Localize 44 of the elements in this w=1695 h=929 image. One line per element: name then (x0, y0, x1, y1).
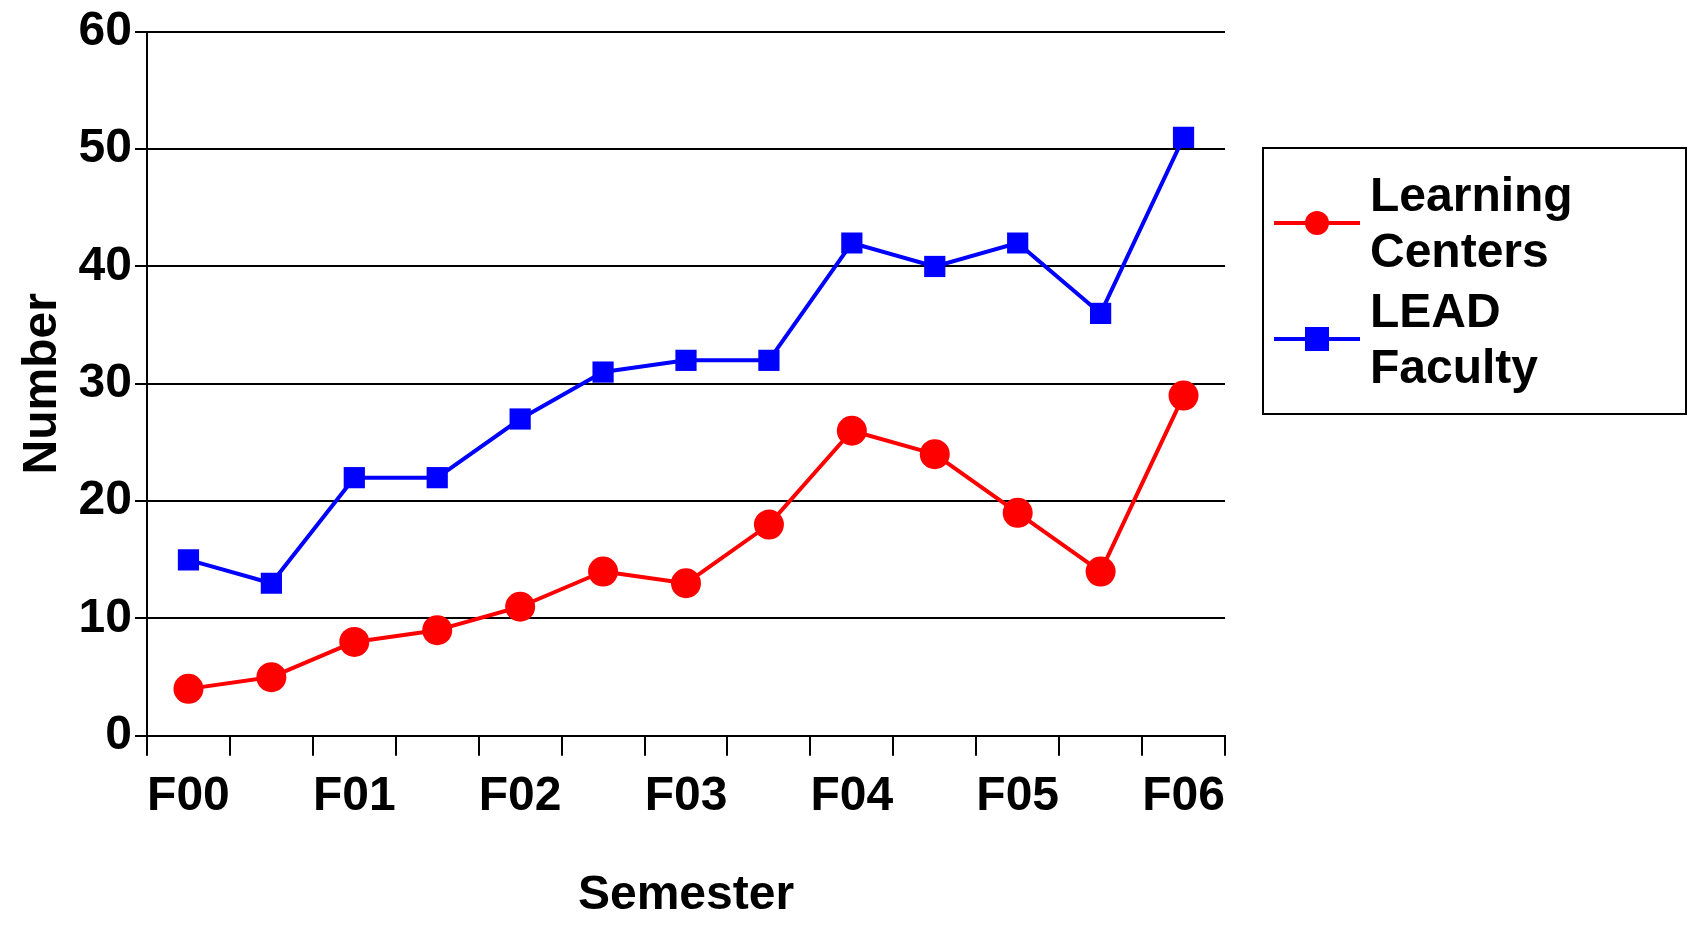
x-axis-title: Semester (577, 866, 795, 920)
point (509, 408, 531, 430)
point (177, 549, 200, 571)
y-tick-label: 30 (78, 354, 132, 408)
point (675, 349, 697, 371)
x-tick-label: F01 (312, 766, 396, 820)
legend-label: LEAD Faculty (1370, 283, 1540, 395)
x-tick-label: F02 (478, 766, 562, 820)
x-tick-label: F03 (644, 766, 728, 820)
y-tick-label: 0 (105, 706, 132, 760)
x-tick-label: F05 (976, 766, 1060, 820)
y-tick-label: 40 (78, 236, 132, 290)
point (260, 572, 282, 594)
x-tick-label: F04 (810, 766, 894, 820)
point (841, 232, 863, 254)
point (758, 349, 780, 371)
point (671, 568, 701, 599)
point (592, 361, 614, 383)
point (505, 591, 536, 622)
point (1007, 232, 1029, 254)
point (1002, 497, 1033, 528)
y-tick-label: 20 (78, 471, 132, 525)
point (426, 467, 448, 489)
point (1172, 126, 1195, 149)
legend-label: Learning Centers (1370, 167, 1574, 279)
y-axis-title: Number (13, 293, 67, 475)
point (588, 556, 619, 587)
point (1090, 302, 1112, 325)
point (1085, 556, 1116, 587)
point (1168, 380, 1199, 411)
y-tick-label: 60 (78, 2, 132, 56)
y-tick-label: 50 (78, 119, 132, 173)
point (753, 509, 784, 540)
point (173, 673, 204, 704)
x-tick-label: F00 (147, 766, 230, 820)
point (924, 255, 946, 278)
point (836, 415, 867, 446)
x-tick-label: F06 (1142, 766, 1225, 820)
point (343, 467, 365, 489)
point (422, 615, 453, 646)
point (339, 626, 370, 657)
point (919, 439, 950, 470)
point (256, 662, 287, 693)
y-tick-label: 10 (78, 588, 132, 642)
